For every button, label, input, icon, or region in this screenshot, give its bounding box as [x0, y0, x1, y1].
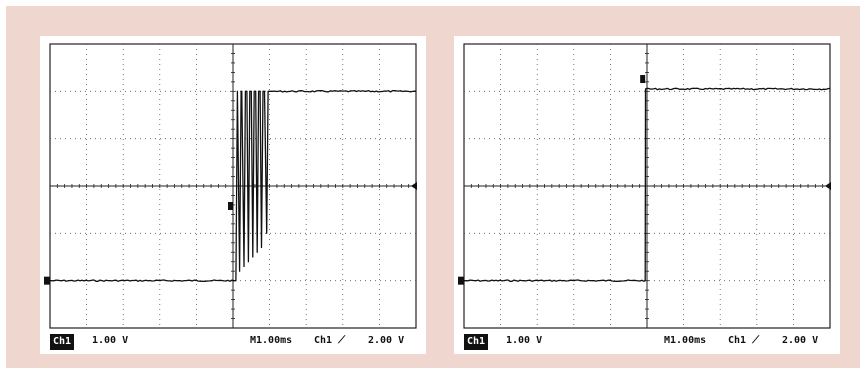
scope-screen-right: Ch1 1.00 V M1.00ms Ch1 ⟋ 2.00 V — [454, 36, 840, 354]
trigger-source-label: Ch1 ⟋ — [728, 335, 760, 346]
trigger-source-label: Ch1 ⟋ — [314, 335, 346, 346]
rising-edge-icon: ⟋ — [338, 335, 346, 346]
volts-per-div-label: 1.00 V — [506, 335, 543, 346]
scope-screen-left: Ch1 1.00 V M1.00ms Ch1 ⟋ 2.00 V — [40, 36, 426, 354]
ground-marker — [44, 276, 50, 285]
channel-label: Ch1 — [464, 334, 489, 350]
time-per-div-label: M1.00ms — [664, 335, 707, 346]
channel-label: Ch1 — [50, 334, 75, 350]
trigger-level-marker — [411, 182, 417, 190]
volts-per-div-label: 1.00 V — [92, 335, 129, 346]
trigger-level-label: 2.00 V — [782, 335, 819, 346]
signal-trace — [50, 89, 417, 282]
signal-trace — [464, 87, 831, 282]
figure-background: Ch1 1.00 V M1.00ms Ch1 ⟋ 2.00 V Ch1 1.00… — [6, 6, 860, 368]
ground-marker — [458, 276, 464, 285]
scope-plot-right — [458, 43, 831, 329]
time-per-div-label: M1.00ms — [250, 335, 293, 346]
trigger-position-marker — [640, 75, 646, 84]
rising-edge-icon: ⟋ — [752, 335, 760, 346]
scope-plot-left — [44, 43, 417, 329]
trigger-level-marker — [825, 182, 831, 190]
trigger-position-marker — [228, 202, 233, 210]
trigger-level-label: 2.00 V — [368, 335, 405, 346]
